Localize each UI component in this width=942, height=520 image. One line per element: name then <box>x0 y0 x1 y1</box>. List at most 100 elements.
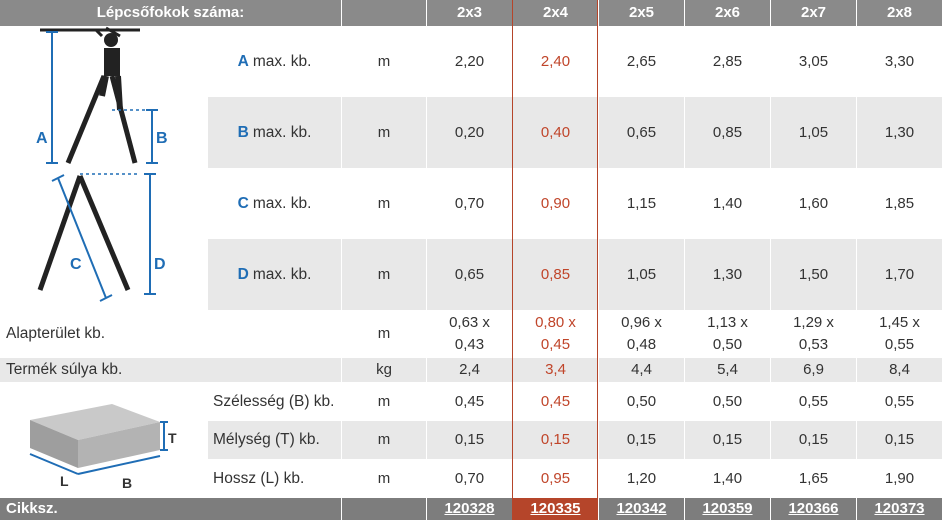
header-col-2x6: 2x6 <box>684 0 770 26</box>
row-area-val-2x3: 0,63 x 0,43 <box>426 310 512 358</box>
row-c-val-2x5: 1,15 <box>598 168 684 239</box>
row-c-val-2x3: 0,70 <box>426 168 512 239</box>
header-col-2x8: 2x8 <box>856 0 942 26</box>
footer-cell-2x6: 120359 <box>684 498 770 520</box>
row-length-val-2x8: 1,90 <box>856 459 942 498</box>
row-b-letter: B <box>237 123 249 141</box>
row-c-val-2x7: 1,60 <box>770 168 856 239</box>
table-title: Lépcsőfokok száma: <box>0 0 341 26</box>
row-width-label: Szélesség (B) kb. <box>207 382 341 421</box>
area-2x8-line2: 0,55 <box>884 336 915 353</box>
ladder-diagram: A B C <box>36 26 168 302</box>
area-2x4-line1: 0,80 x <box>535 314 576 331</box>
area-2x5-line1: 0,96 x <box>621 314 662 331</box>
row-weight-unit: kg <box>341 358 426 382</box>
area-2x7-line2: 0,53 <box>798 336 829 353</box>
row-depth-val-2x6: 0,15 <box>684 421 770 459</box>
footer-cell-2x5: 120342 <box>598 498 684 520</box>
row-d-label: D max. kb. <box>207 239 341 310</box>
footer-cell-2x3: 120328 <box>426 498 512 520</box>
row-length-val-2x5: 1,20 <box>598 459 684 498</box>
row-length-label: Hossz (L) kb. <box>207 459 341 498</box>
row-depth-val-2x4: 0,15 <box>512 421 598 459</box>
row-weight-label: Termék súlya kb. <box>0 358 341 382</box>
row-depth-val-2x5: 0,15 <box>598 421 684 459</box>
row-b-val-2x3: 0,20 <box>426 97 512 168</box>
row-c-text: max. kb. <box>252 194 312 212</box>
row-weight-val-2x3: 2,4 <box>426 358 512 382</box>
row-a-val-2x3: 2,20 <box>426 26 512 97</box>
header-col-2x5: 2x5 <box>598 0 684 26</box>
footer-title: Cikksz. <box>0 498 341 520</box>
row-area-val-2x4: 0,80 x 0,45 <box>512 310 598 358</box>
label-C: C <box>70 256 82 273</box>
area-2x3-line1: 0,63 x <box>449 314 490 331</box>
row-width-val-2x3: 0,45 <box>426 382 512 421</box>
label-B-box: B <box>122 475 132 491</box>
row-length-val-2x4: 0,95 <box>512 459 598 498</box>
row-c-unit: m <box>341 168 426 239</box>
row-a-text: max. kb. <box>252 52 312 70</box>
area-2x6-line1: 1,13 x <box>707 314 748 331</box>
row-a-val-2x6: 2,85 <box>684 26 770 97</box>
area-2x8-line1: 1,45 x <box>879 314 920 331</box>
row-b-val-2x7: 1,05 <box>770 97 856 168</box>
row-d-val-2x4: 0,85 <box>512 239 598 310</box>
row-a-val-2x8: 3,30 <box>856 26 942 97</box>
row-area-val-2x7: 1,29 x 0,53 <box>770 310 856 358</box>
row-area-val-2x6: 1,13 x 0,50 <box>684 310 770 358</box>
row-length-val-2x3: 0,70 <box>426 459 512 498</box>
row-width-val-2x8: 0,55 <box>856 382 942 421</box>
product-code-link-120335[interactable]: 120335 <box>530 500 581 517</box>
row-b-val-2x6: 0,85 <box>684 97 770 168</box>
product-code-link-120328[interactable]: 120328 <box>444 500 495 517</box>
row-area-val-2x8: 1,45 x 0,55 <box>856 310 942 358</box>
row-d-val-2x7: 1,50 <box>770 239 856 310</box>
row-b-label: B max. kb. <box>207 97 341 168</box>
row-weight-val-2x5: 4,4 <box>598 358 684 382</box>
row-d-val-2x6: 1,30 <box>684 239 770 310</box>
row-area-label: Alapterület kb. <box>0 310 341 358</box>
row-length-unit: m <box>341 459 426 498</box>
footer-cell-2x8: 120373 <box>856 498 942 520</box>
header-col-2x7: 2x7 <box>770 0 856 26</box>
row-d-val-2x5: 1,05 <box>598 239 684 310</box>
header-col-2x3: 2x3 <box>426 0 512 26</box>
row-length-val-2x7: 1,65 <box>770 459 856 498</box>
row-c-label: C max. kb. <box>207 168 341 239</box>
row-depth-unit: m <box>341 421 426 459</box>
row-area-unit: m <box>341 310 426 358</box>
ladder-illustration: A B C <box>0 26 207 310</box>
label-B: B <box>156 130 168 147</box>
row-c-val-2x8: 1,85 <box>856 168 942 239</box>
product-code-link-120359[interactable]: 120359 <box>702 500 753 517</box>
label-L: L <box>60 473 69 489</box>
row-b-val-2x4: 0,40 <box>512 97 598 168</box>
row-width-unit: m <box>341 382 426 421</box>
row-depth-val-2x8: 0,15 <box>856 421 942 459</box>
product-code-link-120366[interactable]: 120366 <box>788 500 839 517</box>
area-2x5-line2: 0,48 <box>626 336 657 353</box>
row-depth-val-2x3: 0,15 <box>426 421 512 459</box>
row-d-unit: m <box>341 239 426 310</box>
row-width-val-2x6: 0,50 <box>684 382 770 421</box>
footer-cell-2x4: 120335 <box>512 498 598 520</box>
package-diagram: T L B <box>29 404 177 491</box>
row-weight-val-2x7: 6,9 <box>770 358 856 382</box>
row-a-val-2x7: 3,05 <box>770 26 856 97</box>
footer-unit <box>341 498 426 520</box>
area-2x6-line2: 0,50 <box>712 336 743 353</box>
row-width-val-2x4: 0,45 <box>512 382 598 421</box>
area-2x7-line1: 1,29 x <box>793 314 834 331</box>
row-width-val-2x7: 0,55 <box>770 382 856 421</box>
row-c-val-2x4: 0,90 <box>512 168 598 239</box>
footer-cell-2x7: 120366 <box>770 498 856 520</box>
row-depth-val-2x7: 0,15 <box>770 421 856 459</box>
row-depth-label: Mélység (T) kb. <box>207 421 341 459</box>
product-code-link-120342[interactable]: 120342 <box>616 500 667 517</box>
row-d-text: max. kb. <box>252 265 312 283</box>
row-b-text: max. kb. <box>252 123 312 141</box>
product-code-link-120373[interactable]: 120373 <box>874 500 925 517</box>
row-d-letter: D <box>237 265 249 283</box>
package-illustration: T L B <box>0 382 207 498</box>
